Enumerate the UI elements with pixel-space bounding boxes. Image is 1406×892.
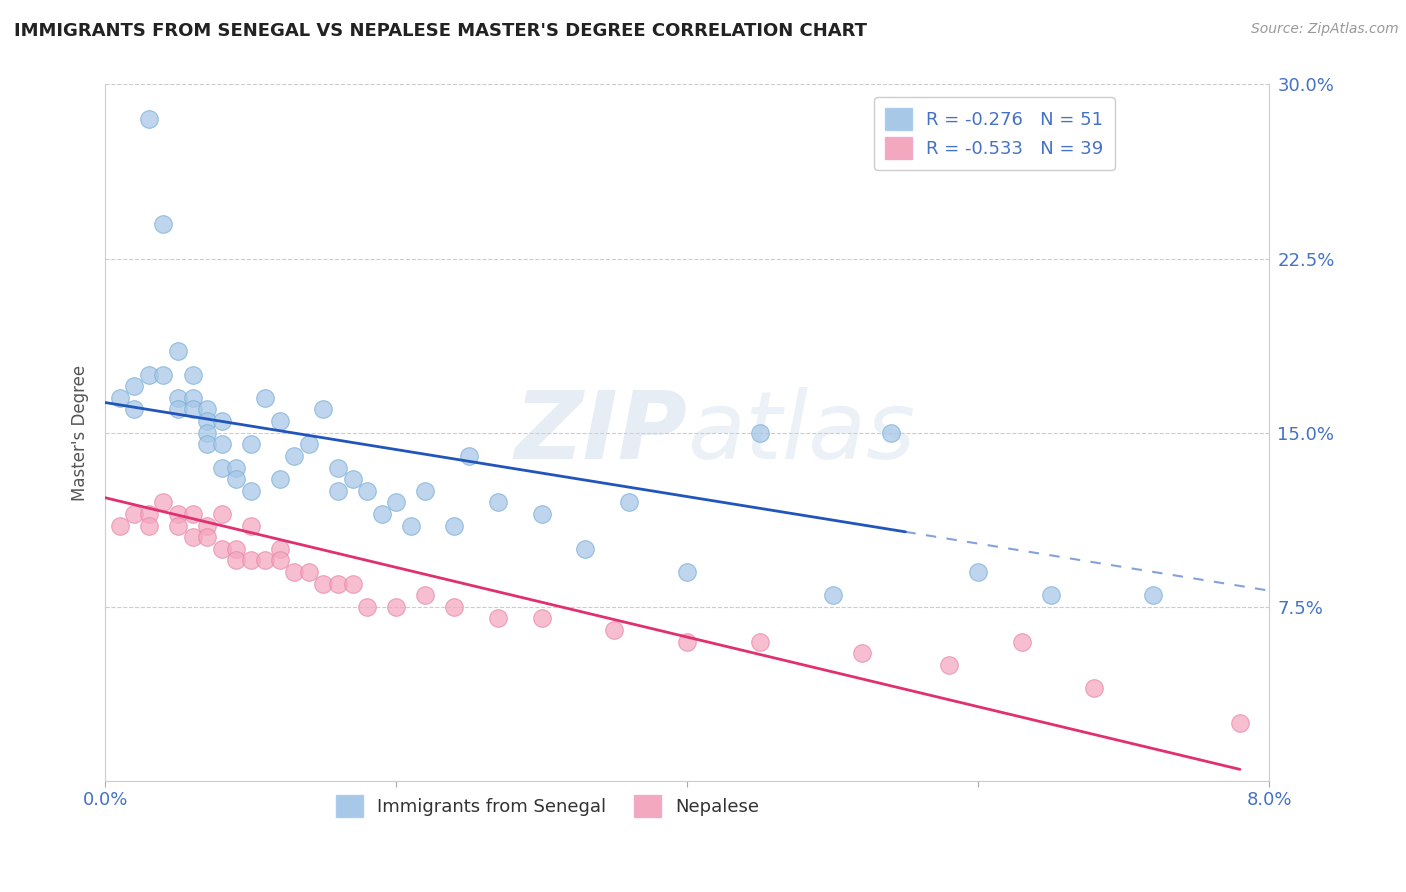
Point: [530, 507, 553, 521]
Point: [181, 530, 204, 544]
Y-axis label: Master's Degree: Master's Degree: [72, 365, 89, 500]
Point: [167, 344, 190, 359]
Point: [167, 507, 190, 521]
Point: [748, 425, 770, 440]
Point: [239, 437, 262, 451]
Point: [225, 460, 247, 475]
Point: [225, 472, 247, 486]
Point: [283, 565, 305, 579]
Point: [443, 518, 465, 533]
Point: [239, 553, 262, 567]
Point: [676, 634, 699, 648]
Point: [152, 368, 174, 382]
Point: [748, 634, 770, 648]
Point: [574, 541, 596, 556]
Point: [181, 368, 204, 382]
Point: [167, 391, 190, 405]
Text: Source: ZipAtlas.com: Source: ZipAtlas.com: [1251, 22, 1399, 37]
Point: [385, 495, 408, 509]
Point: [938, 657, 960, 672]
Point: [326, 483, 349, 498]
Point: [1229, 715, 1251, 730]
Point: [269, 472, 291, 486]
Point: [1039, 588, 1062, 602]
Point: [370, 507, 392, 521]
Point: [676, 565, 699, 579]
Point: [167, 402, 190, 417]
Point: [211, 507, 233, 521]
Point: [195, 518, 218, 533]
Point: [239, 483, 262, 498]
Point: [211, 541, 233, 556]
Point: [138, 507, 160, 521]
Point: [312, 402, 335, 417]
Point: [108, 518, 131, 533]
Point: [254, 391, 277, 405]
Point: [195, 530, 218, 544]
Point: [195, 425, 218, 440]
Point: [312, 576, 335, 591]
Point: [108, 391, 131, 405]
Point: [181, 391, 204, 405]
Point: [124, 402, 146, 417]
Point: [269, 541, 291, 556]
Point: [269, 553, 291, 567]
Point: [298, 437, 321, 451]
Point: [225, 553, 247, 567]
Point: [603, 623, 626, 637]
Point: [254, 553, 277, 567]
Point: [124, 379, 146, 393]
Point: [821, 588, 844, 602]
Point: [181, 507, 204, 521]
Point: [851, 646, 873, 660]
Point: [283, 449, 305, 463]
Point: [225, 541, 247, 556]
Point: [167, 518, 190, 533]
Point: [211, 414, 233, 428]
Point: [326, 460, 349, 475]
Point: [239, 518, 262, 533]
Point: [138, 368, 160, 382]
Point: [195, 414, 218, 428]
Point: [356, 599, 378, 614]
Point: [195, 402, 218, 417]
Point: [385, 599, 408, 614]
Point: [880, 425, 903, 440]
Point: [356, 483, 378, 498]
Point: [486, 611, 509, 625]
Point: [1083, 681, 1105, 695]
Point: [413, 483, 436, 498]
Point: [269, 414, 291, 428]
Point: [211, 437, 233, 451]
Text: ZIP: ZIP: [515, 387, 688, 479]
Point: [326, 576, 349, 591]
Point: [138, 518, 160, 533]
Point: [342, 576, 364, 591]
Point: [967, 565, 990, 579]
Point: [530, 611, 553, 625]
Point: [1011, 634, 1033, 648]
Point: [152, 495, 174, 509]
Point: [342, 472, 364, 486]
Point: [152, 217, 174, 231]
Point: [181, 402, 204, 417]
Point: [195, 437, 218, 451]
Point: [1142, 588, 1164, 602]
Point: [211, 460, 233, 475]
Text: IMMIGRANTS FROM SENEGAL VS NEPALESE MASTER'S DEGREE CORRELATION CHART: IMMIGRANTS FROM SENEGAL VS NEPALESE MAST…: [14, 22, 868, 40]
Point: [124, 507, 146, 521]
Point: [413, 588, 436, 602]
Text: atlas: atlas: [688, 387, 915, 478]
Point: [443, 599, 465, 614]
Point: [486, 495, 509, 509]
Point: [617, 495, 640, 509]
Point: [458, 449, 481, 463]
Point: [298, 565, 321, 579]
Point: [138, 112, 160, 127]
Legend: Immigrants from Senegal, Nepalese: Immigrants from Senegal, Nepalese: [329, 788, 766, 824]
Point: [399, 518, 422, 533]
